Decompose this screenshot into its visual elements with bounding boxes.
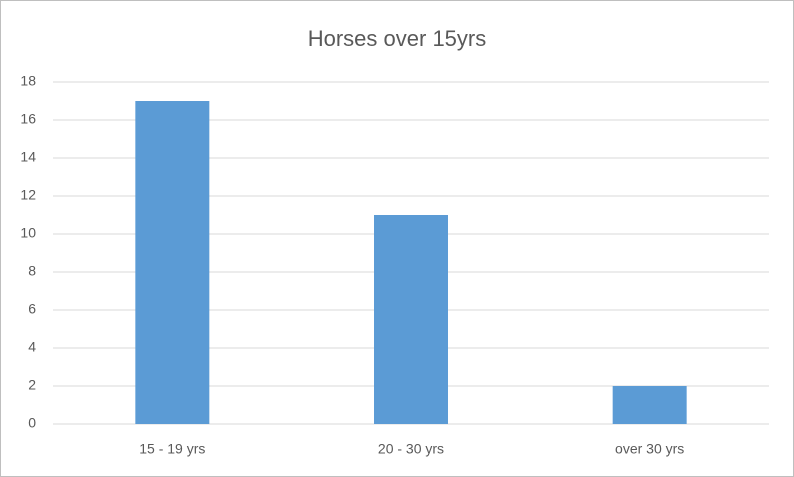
y-tick-label: 10	[20, 225, 36, 241]
y-tick-label: 2	[28, 377, 36, 393]
y-tick-label: 18	[20, 73, 36, 89]
y-tick-label: 8	[28, 263, 36, 279]
x-tick-label: 20 - 30 yrs	[378, 441, 444, 457]
y-tick-label: 4	[28, 339, 36, 355]
y-tick-label: 12	[20, 187, 36, 203]
y-tick-label: 6	[28, 301, 36, 317]
y-tick-label: 16	[20, 111, 36, 127]
x-tick-label: 15 - 19 yrs	[139, 441, 205, 457]
chart-title: Horses over 15yrs	[308, 26, 487, 51]
bar	[612, 386, 687, 424]
bar	[135, 101, 210, 424]
bar	[374, 215, 448, 424]
y-tick-label: 0	[28, 415, 36, 431]
x-tick-label: over 30 yrs	[615, 441, 684, 457]
y-tick-label: 14	[20, 149, 36, 165]
